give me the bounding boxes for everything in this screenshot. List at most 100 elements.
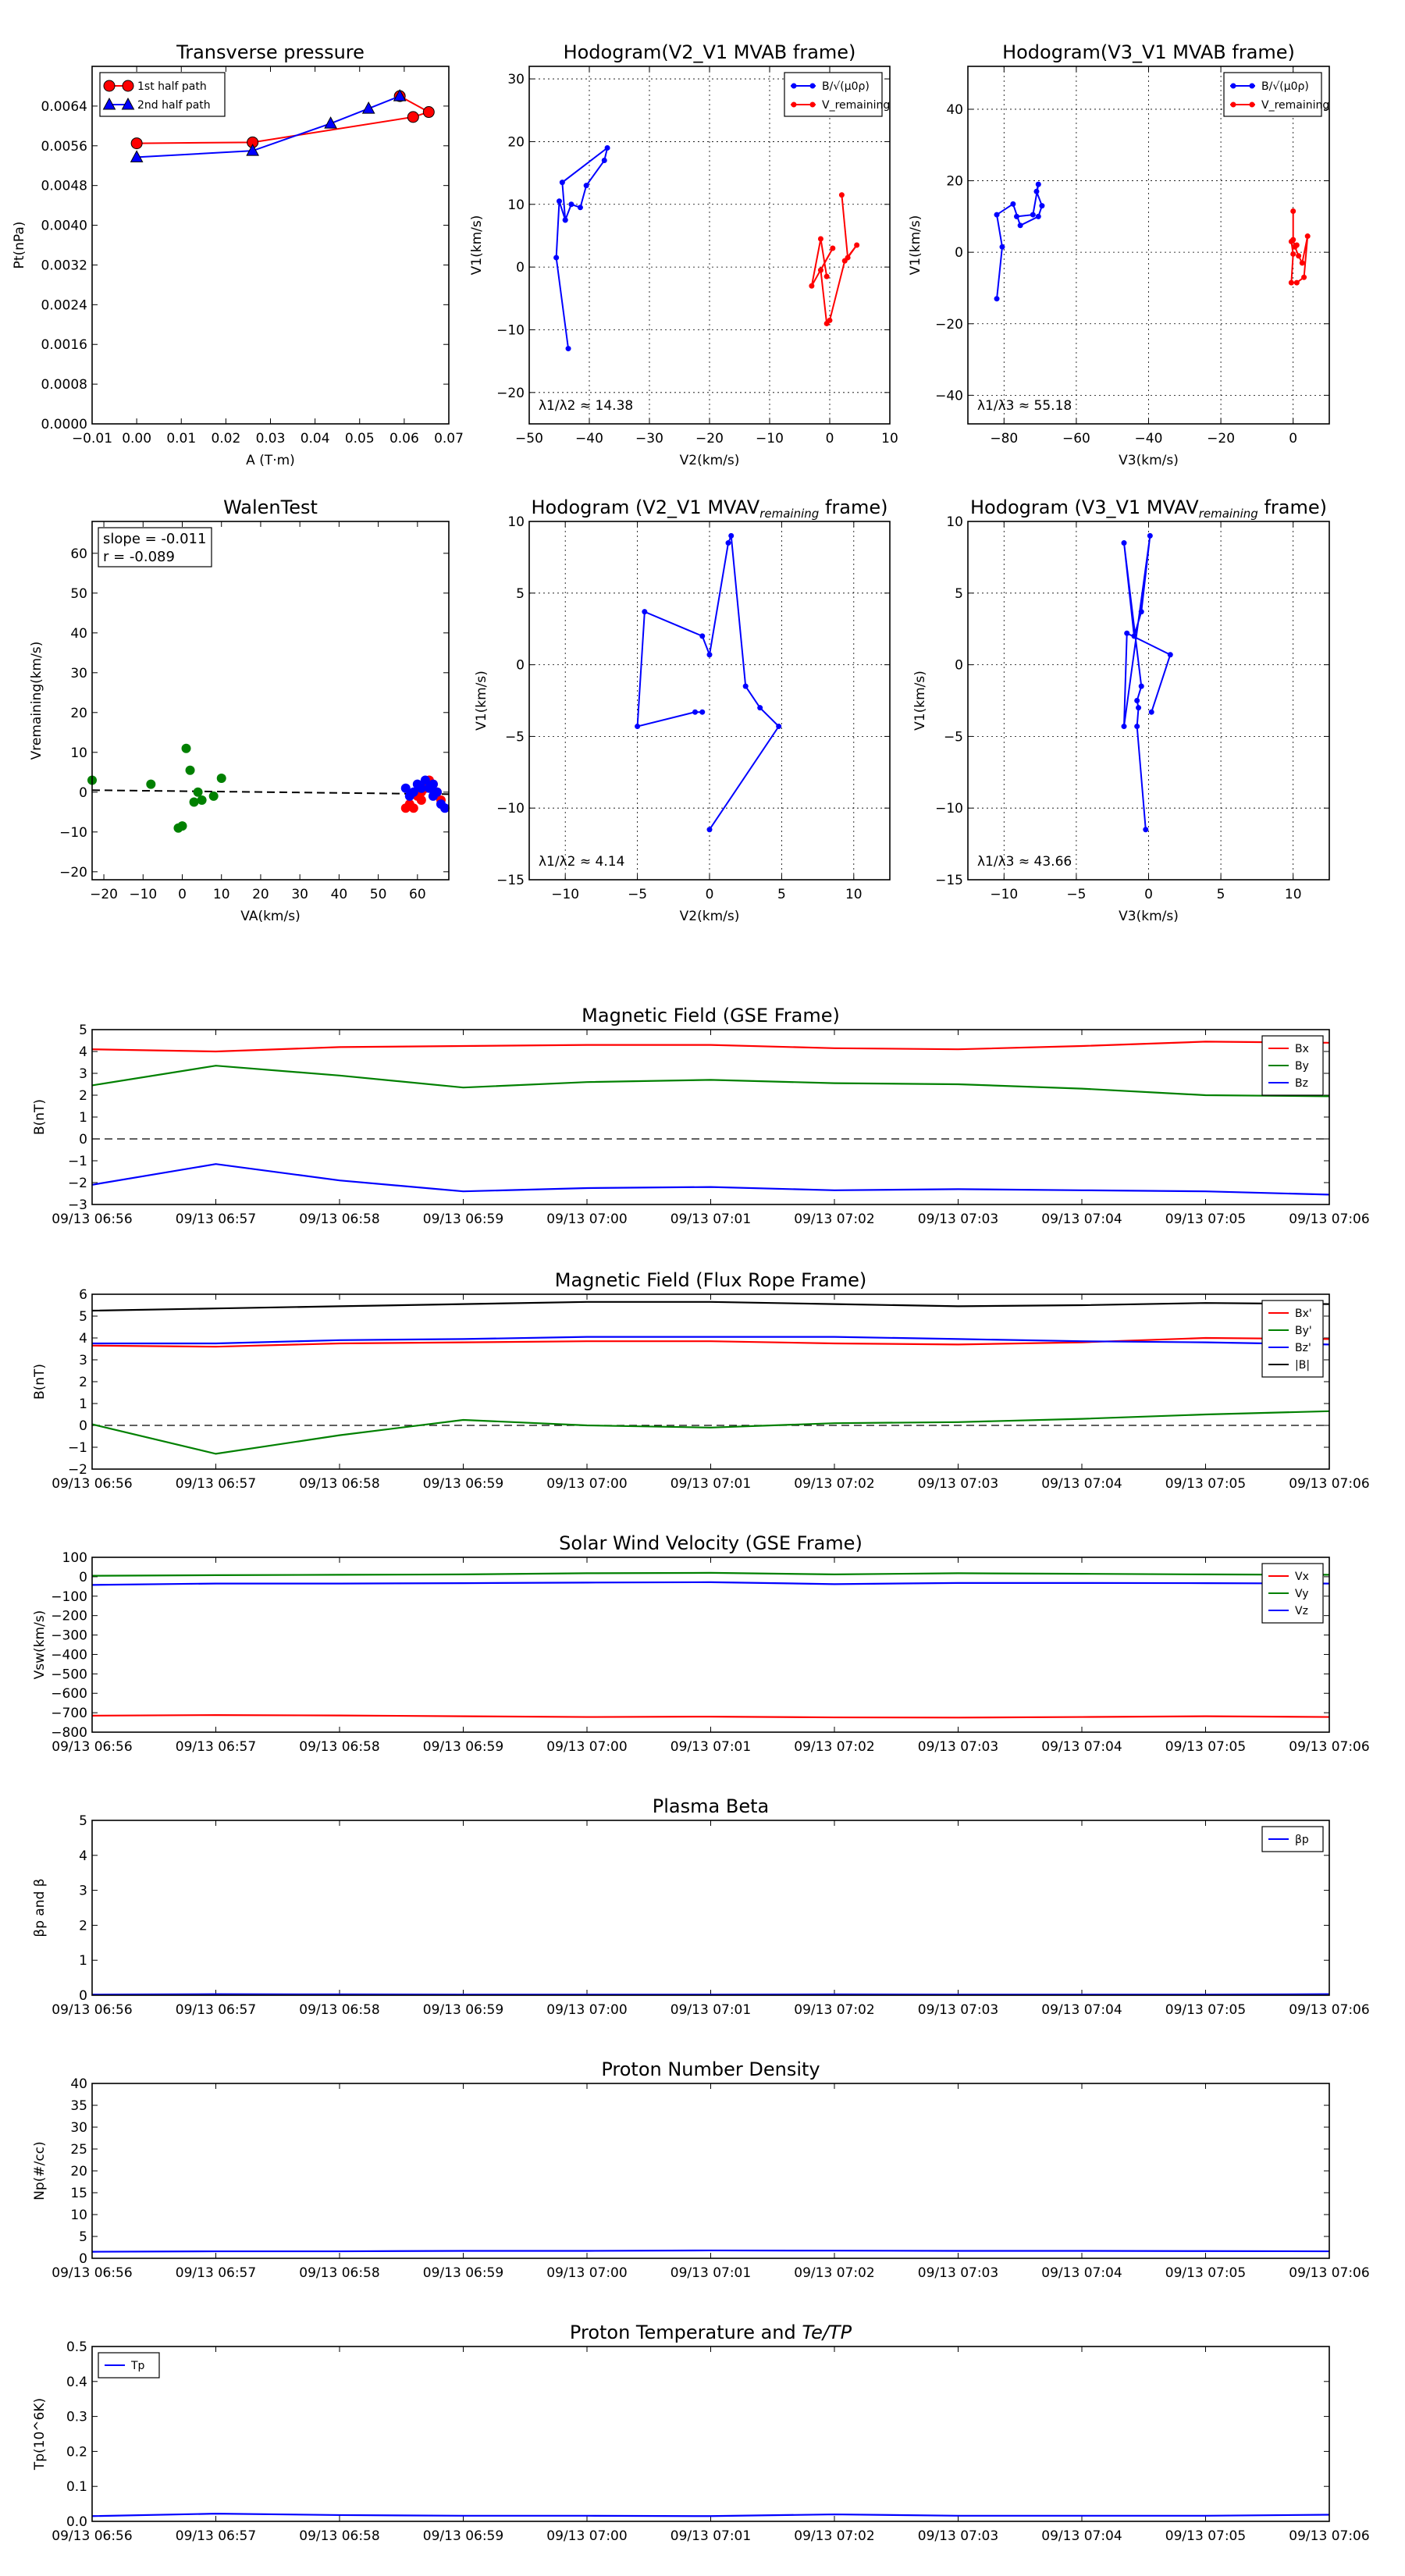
data-point (994, 296, 1000, 302)
x-tick-label: 5 (1217, 887, 1225, 902)
y-tick-label: −300 (51, 1628, 87, 1644)
y-tick-label: 1 (79, 1397, 87, 1412)
data-point (361, 101, 375, 114)
panel-np: 09/13 06:56 09/13 06:57 09/13 06:58 09/13 0… (32, 2058, 1370, 2281)
chart-title: Hodogram (V2_V1 MVAVremaining frame) (532, 496, 888, 521)
y-tick-label: 0.0056 (41, 139, 87, 155)
data-point (1138, 683, 1144, 689)
axes-frame (91, 1557, 1330, 1733)
legend-label: Vx (1295, 1571, 1309, 1583)
legend-label: 1st half path (137, 80, 207, 93)
y-tick-label: 30 (70, 2120, 87, 2136)
time-tick-label: 09/13 07:00 (546, 1739, 627, 1755)
time-tick-label: 09/13 06:56 (52, 2528, 132, 2544)
time-tick-label: 09/13 07:03 (918, 1476, 998, 1492)
legend-label: B/√(μ0ρ) (822, 80, 870, 93)
time-tick-label: 09/13 06:56 (52, 1739, 132, 1755)
time-tick-label: 09/13 06:57 (176, 2528, 256, 2544)
data-point (1143, 827, 1149, 833)
data-point (1290, 208, 1297, 214)
y-tick-label: 3 (79, 1353, 87, 1368)
data-point (1035, 181, 1041, 187)
x-tick-label: 0 (178, 887, 187, 902)
y-axis-label: Vremaining(km/s) (29, 642, 44, 760)
y-tick-label: 0 (79, 1988, 87, 2004)
time-tick-label: 09/13 07:03 (918, 2528, 998, 2544)
legend-label: By' (1295, 1325, 1312, 1337)
y-tick-label: −200 (51, 1609, 87, 1624)
scatter-point (432, 787, 442, 797)
y-tick-label: 0.0024 (41, 297, 87, 313)
x-tick-label: −5 (1066, 887, 1086, 902)
data-point (1249, 83, 1255, 89)
data-point (1167, 652, 1173, 658)
series-line (636, 535, 780, 831)
y-tick-label: 0.1 (66, 2479, 87, 2495)
time-tick-label: 09/13 06:56 (52, 2265, 132, 2281)
y-tick-label: −5 (944, 729, 963, 745)
y-tick-label: −10 (496, 322, 525, 338)
time-tick-label: 09/13 07:05 (1165, 1212, 1246, 1227)
scatter-point (189, 797, 199, 807)
y-tick-label: 10 (946, 514, 963, 530)
x-tick-label: 0.04 (301, 431, 330, 447)
data-point (809, 283, 815, 289)
data-point (1148, 709, 1154, 715)
scatter-point (185, 765, 195, 775)
axes-frame (91, 1293, 1330, 1470)
y-tick-label: 6 (79, 1287, 87, 1303)
y-tick-label: −1 (68, 1440, 87, 1456)
y-tick-label: 10 (507, 197, 525, 213)
data-point (706, 652, 713, 658)
y-tick-label: 40 (70, 626, 87, 642)
y-tick-label: 0 (955, 245, 963, 261)
y-axis-label: V1(km/s) (469, 215, 485, 276)
data-point (568, 201, 574, 208)
x-tick-label: 20 (252, 887, 269, 902)
y-tick-label: 5 (516, 586, 525, 602)
data-point (776, 724, 782, 730)
x-tick-label: 0 (1144, 887, 1153, 902)
x-tick-label: −5 (628, 887, 647, 902)
x-axis-label: A (T·m) (246, 453, 295, 468)
x-tick-label: −10 (551, 887, 579, 902)
data-point (692, 709, 699, 715)
data-point (1136, 705, 1142, 711)
y-tick-label: −3 (68, 1197, 87, 1213)
data-point (1030, 212, 1036, 218)
fit-line (91, 789, 450, 795)
y-tick-label: 20 (70, 706, 87, 721)
time-tick-label: 09/13 07:04 (1041, 1212, 1122, 1227)
scatter-point (146, 779, 156, 789)
x-tick-label: −10 (756, 431, 784, 447)
chart-title: Hodogram(V2_V1 MVAB frame) (564, 41, 856, 63)
data-point (1296, 253, 1302, 259)
data-point (823, 320, 830, 326)
data-point (1033, 188, 1040, 194)
y-tick-label: 0 (79, 1418, 87, 1434)
x-tick-label: −20 (90, 887, 118, 902)
y-tick-label: 4 (79, 1331, 87, 1347)
y-tick-label: 30 (507, 72, 525, 87)
time-tick-label: 09/13 06:59 (423, 2265, 503, 2281)
y-tick-label: 40 (70, 2076, 87, 2092)
y-tick-label: 0.0 (66, 2514, 87, 2530)
y-tick-label: 0.0048 (41, 179, 87, 194)
time-tick-label: 09/13 06:58 (299, 1739, 379, 1755)
time-tick-label: 09/13 06:58 (299, 1212, 379, 1227)
panel-tp: 09/13 06:56 09/13 06:57 09/13 06:58 09/13 0… (32, 2322, 1370, 2544)
scatter-point (420, 775, 430, 785)
x-tick-label: 0 (706, 887, 714, 902)
chart-title: Solar Wind Velocity (GSE Frame) (559, 1532, 863, 1554)
time-tick-label: 09/13 07:00 (546, 2528, 627, 2544)
data-point (809, 83, 816, 89)
axes-frame (967, 521, 1330, 881)
scatter-point (404, 791, 414, 801)
panel-walen: −20 −10 0 10 20 30 40 50 60 −20 −10 0 10 20 30 40 50 60 sl… (29, 496, 450, 924)
data-point (1014, 213, 1020, 219)
scatter-point (416, 795, 426, 805)
eigenvalue-ratio: λ1/λ2 ≈ 4.14 (539, 854, 624, 870)
legend-label: Vz (1295, 1605, 1308, 1617)
series-line (1123, 535, 1172, 830)
x-tick-label: −10 (129, 887, 157, 902)
